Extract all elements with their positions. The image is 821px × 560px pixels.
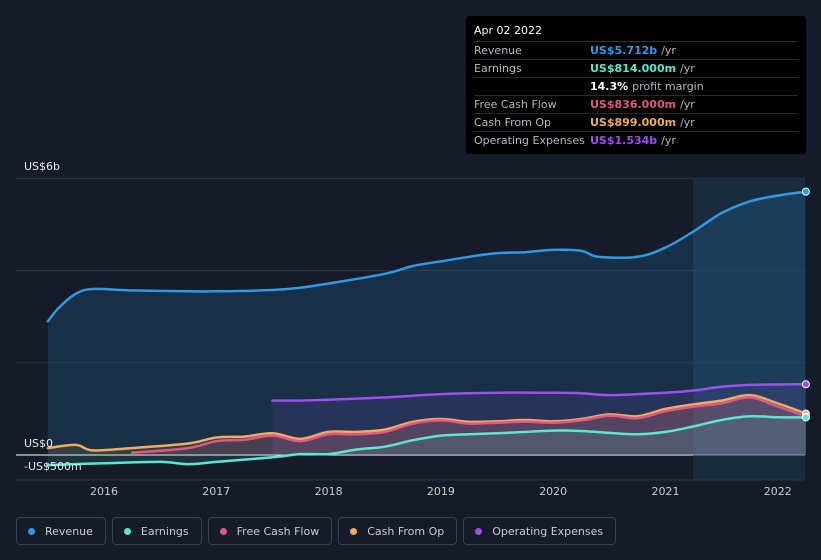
x-tick-label-2017: 2017 [202, 485, 231, 498]
tooltip-row-unit: /yr [680, 116, 695, 129]
legend-label: Cash From Op [367, 524, 445, 538]
tooltip-row-unit: profit margin [632, 80, 704, 93]
tooltip-row-label: Operating Expenses [474, 134, 585, 147]
tooltip-row: Earnings US$814.000m/yr [474, 60, 798, 78]
tooltip-row-value: US$1.534b [590, 134, 658, 147]
x-tick-label-2022: 2022 [763, 485, 792, 498]
legend-item-revenue[interactable]: Revenue [16, 517, 106, 545]
free-cash-flow-area [132, 397, 806, 455]
x-tick-label-2020: 2020 [539, 485, 568, 498]
legend-item-earnings[interactable]: Earnings [111, 517, 202, 545]
legend-item-free-cash-flow[interactable]: Free Cash Flow [207, 517, 333, 545]
legend-item-cash-from-op[interactable]: Cash From Op [338, 517, 458, 545]
series-lines [46, 190, 808, 467]
tooltip-row-unit: /yr [661, 44, 676, 57]
legend-dot-icon [123, 527, 131, 535]
legend-dot-icon [475, 527, 483, 535]
legend-dot-icon [28, 527, 35, 535]
tooltip-row-label: Free Cash Flow [474, 98, 557, 111]
legend-dot-icon [219, 527, 227, 535]
tooltip-panel: Apr 02 2022 Revenue US$5.712b/yr Earnings U… [466, 16, 806, 154]
earnings-area [47, 416, 806, 466]
tooltip-row-label: Revenue [474, 44, 522, 57]
tooltip-row-value: US$836.000m [590, 98, 677, 111]
tooltip-row: Cash From Op US$899.000m/yr [474, 114, 798, 132]
revenue-end-marker [801, 187, 810, 196]
legend-dot-icon [350, 527, 358, 535]
revenue-area [47, 191, 806, 455]
chart-grid [16, 177, 805, 481]
legend-label: Operating Expenses [492, 524, 604, 538]
operating-expenses-line [271, 383, 808, 402]
x-tick-label-2018: 2018 [314, 485, 343, 498]
tooltip-row: Revenue US$5.712b/yr [474, 42, 798, 60]
y-tick-label-top: US$6b [24, 160, 61, 173]
tooltip-date: Apr 02 2022 [474, 24, 798, 42]
tooltip-row-label: Cash From Op [474, 116, 552, 129]
tooltip-row: 14.3% profit margin [474, 78, 798, 96]
tooltip-row: Free Cash Flow US$836.000m/yr [474, 96, 798, 114]
tooltip-row-label: Earnings [474, 62, 522, 75]
tooltip-row-value: US$899.000m [590, 116, 677, 129]
legend-label: Revenue [45, 524, 93, 538]
tooltip-row-value: 14.3% [590, 80, 629, 93]
revenue-line [46, 190, 808, 323]
tooltip-row-label [474, 78, 590, 95]
y-tick-label-zero: US$0 [24, 437, 54, 450]
legend-label: Free Cash Flow [236, 524, 320, 538]
x-tick-label-2019: 2019 [426, 485, 455, 498]
free-cash-flow-line [130, 396, 808, 454]
series-end-markers [801, 187, 810, 422]
legend-item-operating-expenses[interactable]: Operating Expenses [463, 517, 617, 545]
cash-from-op-line [46, 393, 808, 452]
forecast-highlight-band [693, 178, 805, 480]
y-tick-label-bottom: -US$500m [24, 460, 82, 473]
tooltip-row: Operating Expenses US$1.534b/yr [474, 132, 798, 149]
earnings-end-marker [801, 413, 810, 422]
earnings-line [46, 414, 808, 467]
tooltip-row-value: US$5.712b [590, 44, 658, 57]
x-tick-label-2021: 2021 [651, 485, 680, 498]
operating-expenses-end-marker [801, 380, 810, 389]
tooltip-row-unit: /yr [680, 62, 695, 75]
chart-legend: Revenue Earnings Free Cash Flow Cash From O… [16, 517, 617, 545]
tooltip-rows: Revenue US$5.712b/yr Earnings US$814.000m/y… [474, 42, 798, 149]
tooltip-row-unit: /yr [680, 98, 695, 111]
tooltip-row-unit: /yr [661, 134, 676, 147]
legend-label: Earnings [140, 524, 189, 538]
x-tick-label-2016: 2016 [90, 485, 118, 498]
tooltip-row-value: US$814.000m [590, 62, 677, 75]
